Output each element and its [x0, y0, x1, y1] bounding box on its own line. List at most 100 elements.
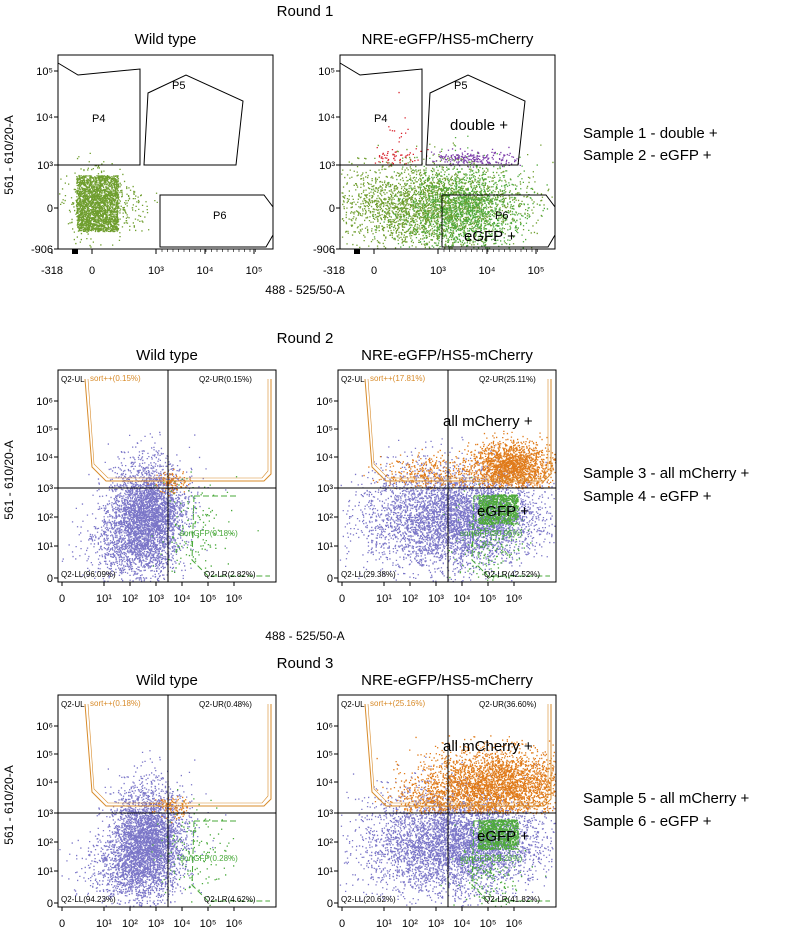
quadrant-label-ur: Q2-UR(36.60%)	[479, 700, 537, 709]
y-axis-label: 561 - 610/20-A	[2, 440, 16, 519]
x-tick-label: 10⁶	[226, 593, 243, 605]
x-zero-marker	[72, 249, 78, 254]
gate-p5	[143, 74, 244, 166]
plot-frame	[57, 694, 277, 908]
y-tick-label: 10²	[37, 837, 53, 849]
egfp-population	[371, 135, 549, 249]
y-tick-label: 0	[47, 573, 53, 585]
plot-frame	[57, 369, 277, 583]
y-tick-label: 10⁴	[316, 777, 333, 789]
double-positive-population	[430, 146, 521, 168]
y-tick-label: 10⁴	[36, 452, 53, 464]
panel-title: Wild type	[136, 347, 198, 364]
x-tick-label: 10⁴	[454, 918, 471, 930]
gate-p4	[339, 62, 423, 166]
quadrant-label-ur: Q2-UR(25.11%)	[479, 375, 536, 384]
gfp-sort-label: sortGFP(20.96%)	[460, 529, 523, 538]
x-tick-label: 10³	[148, 918, 164, 930]
plot-panel: Wild type P4 P5 P6 10⁵ 10⁴ 10³ 0 -906 -318 0 10³ 10⁴…	[31, 31, 274, 277]
x-tick-label: 10⁵	[528, 265, 545, 277]
y-tick-label: -906	[313, 244, 335, 256]
mcherry-sort-gate	[364, 378, 552, 482]
sample-label: Sample 6 - eGFP +	[583, 813, 712, 830]
plot-panel: NRE-eGFP/HS5-mCherry P4 P5 P6 double + eGFP +…	[313, 31, 556, 277]
quadrant-label-ur: Q2-UR(0.48%)	[199, 700, 252, 709]
quadrant-label-lr: Q2-LR(41.82%)	[484, 895, 540, 904]
x-tick-label: 0	[59, 918, 65, 930]
gfp-scatter	[443, 476, 532, 581]
negative-population	[92, 750, 227, 908]
y-tick-label: 0	[47, 898, 53, 910]
gfp-sort-gate	[191, 495, 270, 577]
round-1: Round 1 561 - 610/20-A 488 - 525/50-A Sampl…	[2, 3, 718, 297]
wildtype-population	[76, 175, 120, 233]
x-tick-label: 10⁵	[480, 918, 497, 930]
x-tick-label: 10⁵	[200, 918, 217, 930]
y-tick-label: 10⁶	[316, 721, 333, 733]
panel-title: Wild type	[136, 672, 198, 689]
x-tick-label: 10⁵	[480, 593, 497, 605]
mcherry-sort-gate	[84, 703, 272, 807]
plot-panel: NRE-eGFP/HS5-mCherry Q2-UL sort++(17.81%) Q…	[316, 347, 557, 605]
gfp-sort-gate	[471, 495, 550, 577]
x-tick-label: 0	[59, 593, 65, 605]
y-tick-label: 0	[329, 203, 335, 215]
plot-panel: Wild type Q2-UL sort++(0.18%) Q2-UR(0.48%) Q…	[36, 672, 277, 930]
y-tick-label: 10³	[37, 483, 53, 495]
x-axis-label: 488 - 525/50-A	[265, 629, 344, 643]
mcherry-positive-population	[374, 768, 483, 815]
x-tick-label: 10⁴	[174, 918, 191, 930]
y-tick-label: 10²	[37, 512, 53, 524]
plot-panel: NRE-eGFP/HS5-mCherry Q2-UL sort++(25.16%) Q…	[316, 672, 557, 930]
x-tick-label: 10⁵	[246, 265, 263, 277]
sample-label: Sample 1 - double +	[583, 125, 718, 142]
y-tick-label: 10⁵	[318, 66, 335, 78]
annotation-egfp-positive: eGFP +	[477, 503, 529, 520]
x-tick-label: -318	[41, 265, 63, 277]
annotation-double-positive: double +	[450, 117, 508, 134]
y-tick-label: 0	[327, 898, 333, 910]
mcherry-scatter	[388, 91, 409, 143]
y-axis-label: 561 - 610/20-A	[2, 765, 16, 844]
gate-label: P4	[374, 113, 387, 125]
y-tick-label: 10⁶	[36, 721, 53, 733]
quadrant-label-lr: Q2-LR(2.82%)	[204, 570, 256, 579]
gate-label: P6	[213, 210, 226, 222]
quadrant-label-ll: Q2-LL(29.38%)	[341, 570, 396, 579]
x-tick-label: 0	[339, 593, 345, 605]
mcherry-sort-gate	[367, 378, 549, 479]
x-tick-label: 10²	[122, 918, 138, 930]
quadrant-label-ul: Q2-UL	[61, 700, 85, 709]
negative-population	[339, 756, 555, 908]
round-title: Round 3	[277, 655, 334, 672]
x-tick-label: 10⁴	[197, 265, 214, 277]
y-tick-label: 10³	[37, 160, 53, 172]
x-tick-label: 10³	[428, 918, 444, 930]
sample-label: Sample 5 - all mCherry +	[583, 790, 750, 807]
gate-label: P5	[454, 80, 467, 92]
y-tick-label: 10⁴	[318, 112, 335, 124]
y-tick-label: 0	[47, 203, 53, 215]
x-axis-label: 488 - 525/50-A	[265, 283, 344, 297]
quadrant-label-ur: Q2-UR(0.15%)	[199, 375, 252, 384]
plot-frame	[57, 54, 274, 250]
sample-label: Sample 2 - eGFP +	[583, 147, 712, 164]
y-tick-label: 10⁶	[316, 396, 333, 408]
quadrant-label-lr: Q2-LR(42.52%)	[484, 570, 540, 579]
quadrant-label-ll: Q2-LL(96.09%)	[61, 570, 116, 579]
mcherry-sort-label: sort++(0.18%)	[90, 699, 141, 708]
y-tick-label: 10¹	[37, 866, 53, 878]
plot-frame	[337, 369, 557, 583]
round-title: Round 2	[277, 330, 334, 347]
egfp-positive-population	[478, 494, 520, 526]
y-axis-label: 561 - 610/20-A	[2, 115, 16, 194]
x-tick-label: 10²	[122, 593, 138, 605]
dim-population	[341, 142, 554, 250]
x-tick-label: 10²	[402, 918, 418, 930]
y-tick-label: 10¹	[317, 541, 333, 553]
quadrant-label-lr: Q2-LR(4.62%)	[204, 895, 256, 904]
negative-population	[61, 475, 208, 583]
x-tick-label: 10⁶	[506, 918, 523, 930]
gfp-sort-label: sortGFP(18.26%)	[460, 854, 523, 863]
